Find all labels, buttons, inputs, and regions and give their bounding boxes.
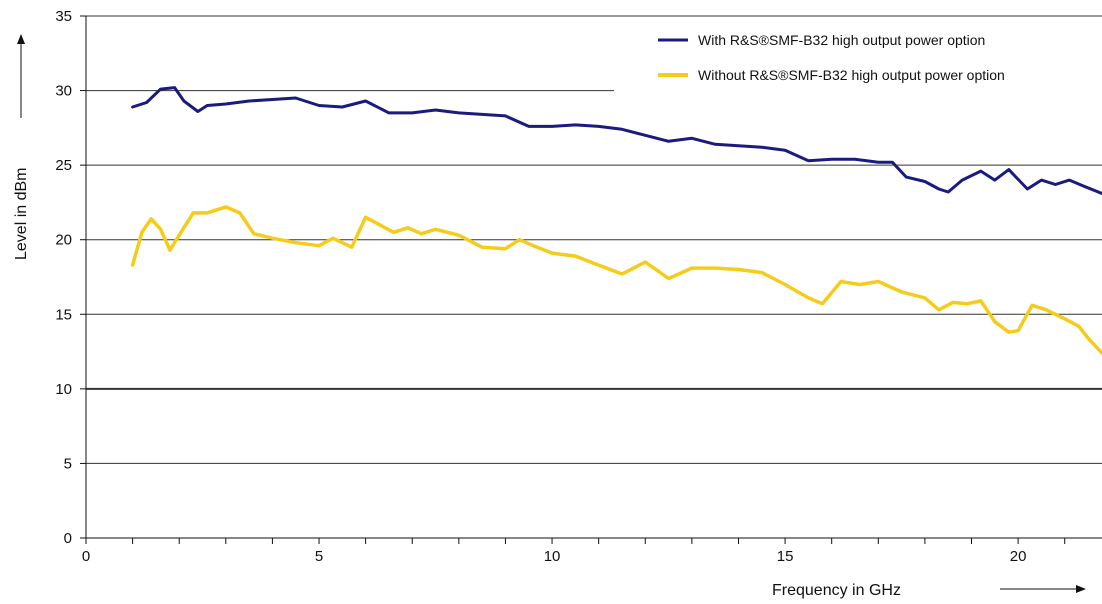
y-axis-arrow-head — [17, 34, 25, 44]
axes — [80, 15, 1102, 544]
series-lines — [130, 86, 1102, 355]
x-axis-label: Frequency in GHz — [772, 582, 901, 599]
series-line-with-option — [131, 86, 1102, 195]
y-tick-label-15: 15 — [55, 306, 72, 323]
grid-lines — [86, 15, 1102, 464]
series-line-without-option — [130, 205, 1102, 355]
legend-label-without-option: Without R&S®SMF-B32 high output power op… — [698, 67, 1005, 83]
x-tick-label-0: 0 — [82, 548, 90, 565]
x-tick-label-20: 20 — [1010, 548, 1027, 565]
y-tick-label-20: 20 — [55, 232, 72, 249]
y-tick-label-35: 35 — [55, 8, 72, 25]
tick-labels: 0 5 10 15 20 25 30 35 0 5 10 15 20 — [55, 8, 1026, 565]
y-axis-title: Level in dBm — [13, 34, 30, 260]
y-tick-label-5: 5 — [64, 455, 72, 472]
y-tick-label-0: 0 — [64, 530, 72, 547]
x-tick-label-5: 5 — [315, 548, 323, 565]
legend-label-with-option: With R&S®SMF-B32 high output power optio… — [698, 32, 985, 48]
y-tick-label-10: 10 — [55, 381, 72, 398]
x-tick-label-10: 10 — [544, 548, 561, 565]
y-tick-label-25: 25 — [55, 157, 72, 174]
y-axis-label: Level in dBm — [13, 168, 30, 261]
x-tick-label-15: 15 — [777, 548, 794, 565]
y-tick-label-30: 30 — [55, 83, 72, 100]
x-axis-title: Frequency in GHz — [772, 582, 1086, 599]
legend: With R&S®SMF-B32 high output power optio… — [658, 32, 1005, 83]
x-axis-arrow-head — [1076, 585, 1086, 593]
